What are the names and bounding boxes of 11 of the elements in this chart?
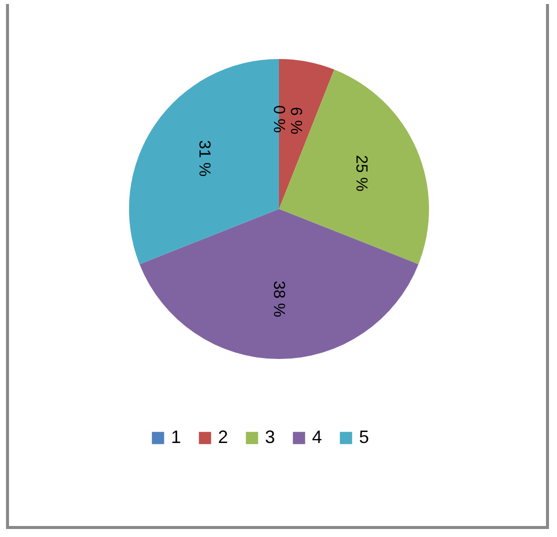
data-label: 31 %	[196, 140, 213, 177]
legend-label: 2	[218, 427, 228, 447]
data-label: 38 %	[270, 280, 287, 318]
data-label: 25 %	[352, 155, 370, 192]
legend-label: 5	[359, 427, 370, 447]
legend-label: 1	[171, 427, 182, 447]
text: 0 %	[270, 105, 287, 133]
data-label: 6 %	[286, 106, 304, 134]
legend-label: 3	[265, 427, 276, 447]
legend-label: 4	[312, 427, 322, 447]
pie-slice	[140, 209, 418, 359]
